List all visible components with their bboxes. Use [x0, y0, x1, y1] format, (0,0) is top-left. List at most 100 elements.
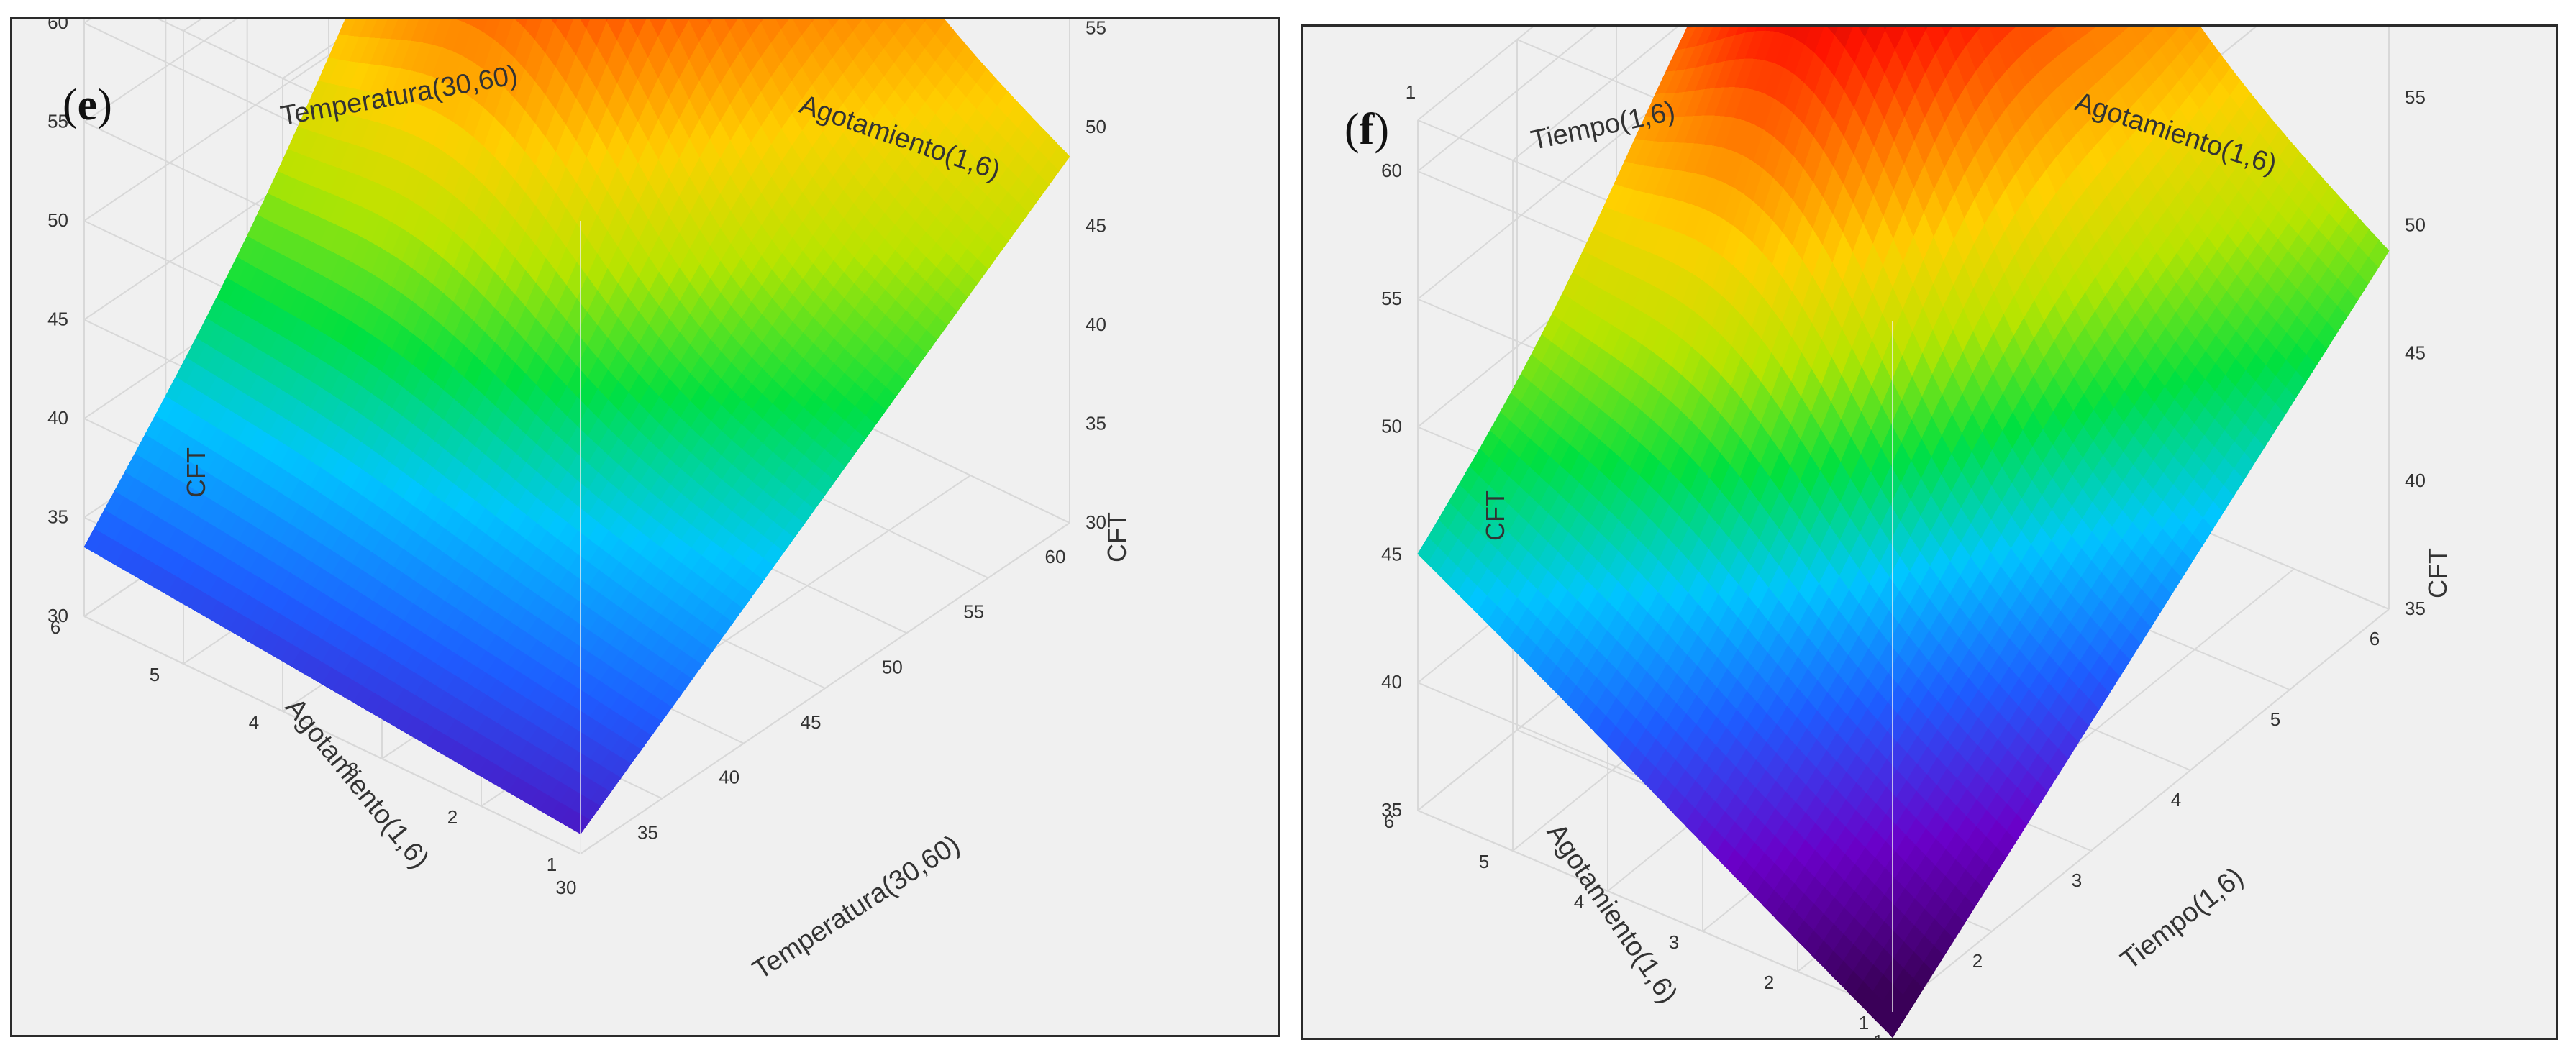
- surface-cell: [1754, 27, 1767, 32]
- z-tick-label-left: 50: [1381, 416, 1402, 437]
- surface-cell: [456, 19, 464, 22]
- y-tick-label-front: 5: [150, 664, 160, 685]
- surface-cell: [515, 19, 529, 29]
- x-tick-label-front: 1: [1873, 1031, 1883, 1038]
- y-tick-label-front: 3: [348, 759, 358, 780]
- z-tick-label-left: 45: [47, 309, 68, 330]
- surface-cell: [338, 19, 357, 36]
- gridline-top: [1417, 27, 1534, 121]
- panel-label-f: (f): [1344, 105, 1389, 154]
- z-tick-label-left: 35: [47, 506, 68, 528]
- surface-cell: [827, 19, 840, 28]
- z-axis-title-left: CFT: [181, 447, 211, 498]
- box-edge: [83, 616, 581, 854]
- x-axis-title-front: Temperatura(30,60): [747, 829, 965, 985]
- y-tick-label-front: 2: [447, 806, 458, 828]
- surface-cell: [810, 19, 816, 23]
- response-surface: [83, 19, 1070, 835]
- response-surface: [1417, 27, 2390, 1038]
- x-tick-label-front: 2: [1972, 950, 1983, 972]
- box-edge: [580, 522, 1070, 854]
- surface-cell: [1048, 145, 1070, 171]
- surface-cell: [1705, 27, 1723, 44]
- surface-cell: [2146, 27, 2157, 34]
- surface-cell: [1715, 27, 1731, 41]
- z-tick-label-left: 60: [1381, 160, 1402, 181]
- z-tick-label-left: 55: [1381, 288, 1402, 309]
- panel-label-e: (e): [63, 81, 112, 129]
- surface-cell: [2368, 239, 2390, 268]
- z-tick-label-left: 45: [1381, 543, 1402, 565]
- surface-cell: [902, 19, 907, 22]
- x-tick-label-front: 50: [882, 656, 903, 677]
- z-axis-title-right: CFT: [1102, 512, 1132, 562]
- surface-cell: [463, 19, 476, 27]
- y-tick-label-front: 1: [1859, 1012, 1869, 1033]
- x-tick-label-front: 35: [637, 821, 658, 843]
- z-tick-label-right: 50: [1086, 116, 1106, 137]
- surface-cell: [1942, 27, 1954, 37]
- y-tick-label-front: 4: [1574, 891, 1584, 913]
- z-tick-label-right: 50: [2405, 214, 2426, 236]
- z-tick-label-right: 40: [2405, 470, 2426, 491]
- x-tick-label-front: 3: [2072, 869, 2082, 891]
- z-tick-label-right: 45: [2405, 342, 2426, 363]
- x-tick-label-front: 60: [1045, 546, 1066, 567]
- z-tick-label-right: 35: [2405, 598, 2426, 619]
- z-tick-label-left: 35: [1381, 799, 1402, 821]
- x-tick-label-front: 5: [2270, 708, 2280, 730]
- z-tick-label-right: 30: [1086, 511, 1106, 533]
- surface-cell: [483, 19, 501, 40]
- z-axis-title-left: CFT: [1480, 490, 1510, 541]
- y-tick-label-front: 2: [1764, 972, 1774, 993]
- surface-cell: [1858, 27, 1870, 38]
- z-tick-label-left: 60: [47, 19, 68, 33]
- surface-plot-f-canvas: 3540455055603540455055601122334455661122…: [1381, 27, 2452, 1038]
- x-tick-label-front: 6: [2370, 628, 2380, 649]
- x-tick-label-front: 4: [2171, 789, 2181, 811]
- surface-cell: [1686, 27, 1697, 29]
- z-tick-label-right: 45: [1086, 215, 1106, 237]
- surface-cell: [1794, 27, 1812, 45]
- z-tick-label-left: 40: [47, 407, 68, 429]
- y-tick-label-front: 6: [50, 616, 60, 638]
- z-tick-label-left: 30: [47, 605, 68, 626]
- surface-cell: [1785, 27, 1800, 39]
- surface-cell: [1765, 27, 1778, 32]
- x-tick-label-front: 55: [963, 601, 984, 623]
- x-axis-title-front: Tiempo(1,6): [2116, 862, 2249, 975]
- surface-cell: [1883, 27, 1888, 31]
- z-tick-label-left: 55: [47, 111, 68, 132]
- surface-cell: [580, 19, 591, 29]
- z-tick-label-left: 40: [1381, 671, 1402, 693]
- surface-plot-e-canvas: 3035404550556030354045505560303035354040…: [47, 19, 1132, 985]
- surface-cell: [1974, 27, 1983, 33]
- surface-plot-e: 3035404550556030354045505560303035354040…: [10, 17, 1280, 1037]
- x-tick-label-front: 45: [801, 711, 822, 733]
- surface-cell: [1826, 27, 1839, 36]
- z-axis-title-right: CFT: [2423, 548, 2452, 598]
- surface-cell: [1735, 27, 1749, 35]
- box-edge: [1417, 810, 1893, 1013]
- y-tick-label-front: 4: [249, 711, 259, 733]
- box-edge: [1892, 608, 2390, 1013]
- surface-cell: [706, 19, 714, 26]
- x-tick-label-front: 40: [719, 767, 739, 788]
- surface-cell: [1775, 27, 1788, 35]
- gridline-back-wall: [1417, 27, 1598, 172]
- gridline-top: [1512, 27, 1679, 161]
- z-tick-label-right: 40: [1086, 314, 1106, 335]
- y-tick-label-front: 5: [1479, 851, 1489, 872]
- surface-cell: [1725, 27, 1739, 38]
- surface-plot-f: 3540455055603540455055601122334455661122…: [1301, 24, 2558, 1040]
- surface-cell: [1744, 27, 1758, 33]
- surface-cell: [923, 19, 927, 22]
- z-tick-label-right: 55: [1086, 19, 1106, 39]
- surface-cell: [759, 19, 764, 24]
- x-tick-label-back: 1: [1406, 81, 1416, 103]
- x-tick-label-front: 30: [556, 877, 577, 898]
- y-tick-label-front: 6: [1384, 811, 1394, 832]
- y-tick-label-front: 3: [1669, 931, 1679, 953]
- surface-cell: [1924, 27, 1929, 32]
- z-tick-label-right: 55: [2405, 86, 2426, 108]
